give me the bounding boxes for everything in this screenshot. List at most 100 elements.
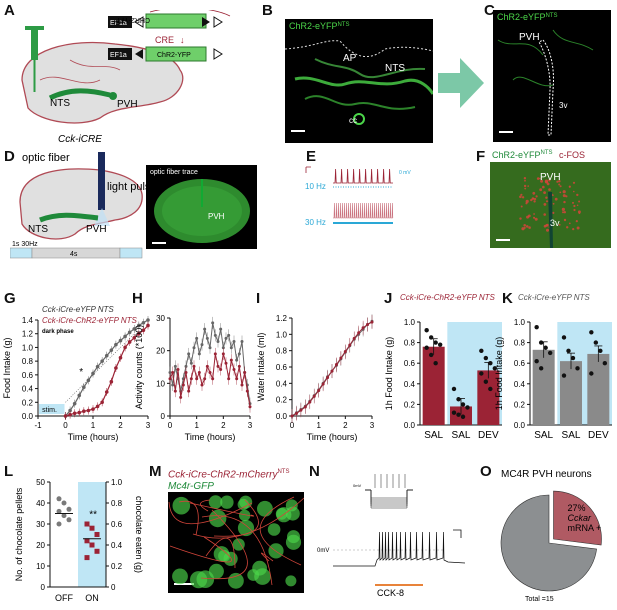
panel-e-traces: 10 Hz 0 mV 30 Hz	[305, 166, 411, 227]
l-point	[94, 532, 100, 537]
l-point	[84, 538, 90, 544]
f-title: ChR2-eYFPNTS c-FOS	[492, 150, 586, 160]
h-point	[205, 336, 209, 340]
i-point	[330, 369, 334, 373]
iv-trace	[365, 489, 413, 509]
h-point	[232, 340, 236, 344]
j-point	[456, 412, 461, 417]
l-y-tick-label: 10	[36, 562, 45, 571]
d-light: light pulse	[107, 181, 150, 193]
cfos-dot	[573, 190, 575, 193]
brain-outline	[21, 41, 184, 124]
cfos-dot	[520, 205, 523, 208]
h-point	[227, 333, 231, 337]
cck-fiber	[178, 500, 199, 536]
i-x-tick-label: 2	[343, 421, 348, 430]
g-x-tick-label: 1	[91, 421, 96, 430]
k-point	[570, 355, 576, 361]
i-x-tick-label: 1	[316, 421, 321, 430]
g-stim-box	[39, 404, 65, 414]
g-point	[114, 342, 118, 347]
i-point	[321, 382, 325, 386]
cfos-dot	[568, 222, 571, 225]
g-point	[77, 410, 82, 415]
panel-l-chart: 0 10 20 30 40 50 No. of chocolate pellets 0 0.2 0…	[14, 478, 144, 603]
h-point	[219, 367, 223, 371]
h-point	[240, 340, 244, 344]
i-point	[303, 405, 307, 409]
gfp-fibers	[294, 58, 433, 125]
g-point	[104, 390, 109, 394]
k-bar	[560, 361, 582, 425]
cfos-dot	[542, 185, 545, 189]
k-point	[598, 348, 603, 354]
i-y-label: Water Intake (ml)	[256, 333, 266, 402]
cfos-dot	[578, 200, 581, 203]
h-x-label: Time (hours)	[185, 432, 236, 442]
h-x-tick-label: 2	[221, 421, 226, 430]
h-point	[195, 336, 199, 340]
g-point	[123, 345, 127, 350]
k-y-tick-label: 0.8	[514, 339, 526, 348]
h-point	[237, 352, 241, 356]
h-x-tick-label: 3	[248, 421, 253, 430]
cfos-dot	[524, 187, 527, 190]
h-point	[205, 364, 209, 368]
cfos-dot	[578, 212, 581, 215]
h-point	[211, 321, 215, 325]
panel-label-o: O	[480, 463, 492, 480]
l-cat-label: ON	[85, 593, 99, 603]
g-point	[68, 412, 72, 417]
h-point	[232, 367, 236, 371]
i-point	[326, 376, 330, 380]
cfos-dot	[572, 201, 574, 204]
pvh-dot	[109, 92, 117, 100]
ventricle	[548, 192, 553, 248]
j-y-tick-label: 1.0	[404, 318, 416, 327]
i-y-tick-label: 0.2	[276, 396, 288, 405]
panel-label-j: J	[384, 290, 393, 307]
cck-fiber	[189, 502, 255, 517]
chr2-label: ChR2-YFP	[157, 52, 191, 59]
h-point	[195, 377, 199, 381]
cck-fiber	[200, 509, 248, 580]
j-point	[451, 386, 457, 392]
mc4r-cell	[237, 519, 255, 537]
cfos-dot	[565, 195, 568, 198]
cfos-dot	[563, 200, 566, 204]
h-point	[224, 361, 228, 365]
j-point	[424, 328, 429, 333]
i-point	[312, 394, 316, 398]
g-point	[123, 334, 127, 339]
j-point	[492, 366, 498, 371]
mc4r-cell	[267, 523, 281, 536]
j-point	[428, 352, 434, 358]
g-point	[109, 348, 114, 352]
d-pvh: PVH	[86, 224, 107, 235]
g-dark: dark phase	[42, 329, 74, 335]
mc4r-cell	[223, 551, 238, 566]
l-point	[56, 521, 62, 527]
panel-c-micrograph: ChR2-eYFPNTS PVH 3v	[493, 10, 611, 142]
cfos-dot	[543, 203, 547, 206]
n-mv2: 0mV	[317, 548, 329, 554]
k-point	[561, 335, 567, 340]
brain-outline	[19, 168, 143, 240]
cfos-dot	[543, 213, 546, 216]
cfos-dot	[536, 177, 540, 180]
cfos-dot	[521, 227, 525, 231]
panel-label-a: A	[4, 2, 15, 19]
mc4r-cell	[239, 509, 251, 522]
panel-m-micrograph	[168, 492, 304, 593]
panel-n-traces: 0mV 0mV CCK-8	[317, 474, 466, 598]
g-point	[132, 336, 137, 340]
g-dashed	[65, 333, 135, 403]
i-y-tick-label: 0.4	[276, 379, 288, 388]
j-point	[437, 342, 443, 347]
h-point	[243, 371, 247, 375]
syringe-body	[31, 28, 38, 60]
cfos-dot	[532, 197, 535, 200]
h-point	[248, 405, 252, 409]
g-point	[118, 355, 123, 360]
lox-1	[134, 16, 144, 28]
